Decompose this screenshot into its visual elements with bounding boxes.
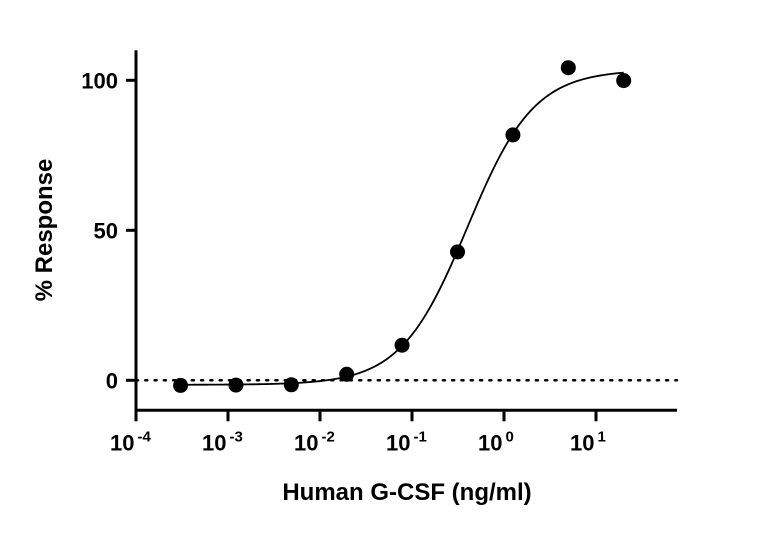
y-tick-label: 0 <box>106 368 118 393</box>
data-point <box>394 337 410 353</box>
x-tick-exponent: -3 <box>229 428 242 445</box>
x-tick-label: 10 0 <box>478 428 514 455</box>
x-tick-exponent: -2 <box>321 428 334 445</box>
x-tick-exponent: -1 <box>413 428 426 445</box>
x-tick-exponent: 0 <box>505 428 513 445</box>
data-point <box>505 127 521 143</box>
data-point <box>339 366 355 382</box>
data-point <box>173 377 189 393</box>
x-axis-title: Human G-CSF (ng/ml) <box>282 479 531 506</box>
x-tick-exponent: -4 <box>137 428 151 445</box>
x-tick-base: 10 <box>570 430 594 455</box>
data-point <box>283 377 299 393</box>
x-tick-label: 10 -1 <box>386 428 427 455</box>
data-point <box>560 60 576 76</box>
x-tick-label: 10 1 <box>570 428 606 455</box>
y-tick-label: 50 <box>94 218 118 243</box>
x-tick-base: 10 <box>202 430 226 455</box>
y-tick-label: 100 <box>81 68 118 93</box>
x-tick-label: 10 -2 <box>294 428 335 455</box>
y-axis-title: % Response <box>31 159 58 302</box>
data-point <box>228 377 244 393</box>
x-tick-base: 10 <box>478 430 502 455</box>
x-tick-label: 10 -3 <box>202 428 243 455</box>
x-tick-exponent: 1 <box>597 428 605 445</box>
x-tick-base: 10 <box>110 430 134 455</box>
data-point <box>450 244 466 260</box>
x-tick-base: 10 <box>294 430 318 455</box>
x-tick-base: 10 <box>386 430 410 455</box>
x-tick-label: 10 -4 <box>110 428 151 455</box>
data-point <box>616 73 632 89</box>
